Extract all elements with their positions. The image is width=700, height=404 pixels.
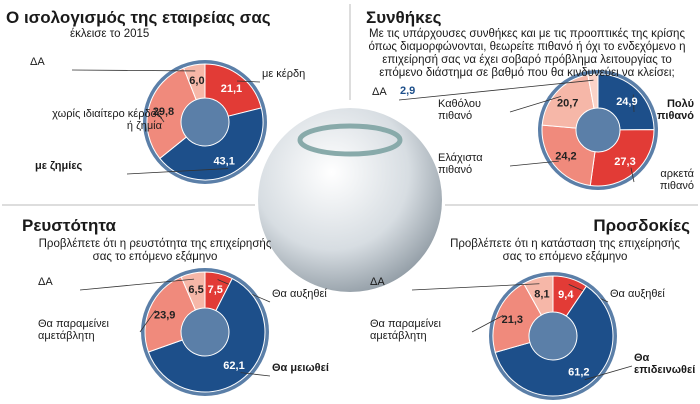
chart-subtitle: Προβλέπετε ότι η ρευστότητα της επιχείρη… bbox=[38, 238, 272, 263]
donut-slice bbox=[589, 129, 655, 187]
chart-title: Συνθήκες bbox=[366, 8, 442, 27]
globe-ring bbox=[297, 123, 403, 157]
donut-slice bbox=[204, 63, 262, 117]
leader-line bbox=[154, 108, 165, 123]
legend-label: Πολύ πιθανό bbox=[656, 98, 694, 122]
chart-subtitle: Με τις υπάρχουσες συνθήκες και με τις πρ… bbox=[368, 28, 686, 79]
donut-slice bbox=[180, 271, 206, 311]
legend-label: ΔΑ bbox=[372, 86, 387, 98]
value-label: 21,3 bbox=[502, 314, 523, 326]
value-label: 29,8 bbox=[153, 106, 174, 118]
leader-line bbox=[632, 94, 635, 113]
value-label: 6,5 bbox=[188, 284, 203, 296]
donut-slice bbox=[587, 73, 599, 109]
legend-label: Θα μειωθεί bbox=[272, 362, 329, 374]
chart-title: Ρευστότητα bbox=[22, 216, 116, 235]
leader-line bbox=[509, 160, 559, 167]
leader-line bbox=[139, 310, 156, 333]
chart-subtitle: έκλεισε το 2015 bbox=[70, 28, 150, 40]
leader-line bbox=[126, 168, 229, 175]
donut-slice bbox=[494, 285, 614, 397]
donut-slice bbox=[541, 124, 596, 187]
value-label: 6,0 bbox=[189, 75, 204, 87]
legend-label: Θα παραμείνει αμετάβλητη bbox=[38, 318, 109, 342]
donut-slice bbox=[597, 73, 655, 131]
value-label: 21,1 bbox=[221, 83, 242, 95]
legend-label: Θα αυξηθεί bbox=[272, 288, 327, 300]
value-label: 24,9 bbox=[616, 96, 637, 108]
value-label: 7,5 bbox=[208, 284, 223, 296]
leader-line bbox=[240, 372, 271, 377]
chart-subtitle: Προβλέπετε ότι η κατάσταση της επιχείρησ… bbox=[450, 238, 680, 263]
value-label: 61,2 bbox=[568, 367, 589, 379]
donut-slice bbox=[144, 276, 197, 353]
leader-line bbox=[630, 167, 635, 183]
legend-label: ΔΑ bbox=[38, 276, 53, 288]
leader-line bbox=[79, 278, 195, 291]
chart-title: Προσδοκίες bbox=[593, 216, 690, 235]
leader-line bbox=[471, 314, 504, 333]
chart-title: Ο ισολογισμός της εταιρείας σας bbox=[6, 8, 271, 27]
value-label: 27,3 bbox=[614, 156, 635, 168]
value-label: 62,1 bbox=[223, 360, 244, 372]
legend-label: Θα επιδεινωθεί bbox=[634, 352, 696, 376]
leader-line bbox=[509, 95, 562, 113]
legend-label: Θα αυξηθεί bbox=[610, 288, 665, 300]
legend-label: με κέρδη bbox=[262, 68, 306, 80]
leader-line bbox=[584, 365, 633, 381]
value-label: 2,9 bbox=[400, 85, 415, 97]
legend-label: αρκετά πιθανό bbox=[659, 168, 694, 192]
value-label: 43,1 bbox=[213, 155, 234, 167]
donut-slice bbox=[183, 63, 206, 101]
donut-slice bbox=[523, 275, 554, 316]
leader-line bbox=[71, 69, 196, 72]
legend-label: Καθόλου πιθανό bbox=[438, 98, 482, 122]
value-label: 9,4 bbox=[558, 289, 574, 301]
legend-label: με ζημίες bbox=[35, 160, 83, 172]
value-label: 8,1 bbox=[534, 288, 549, 300]
value-label: 24,2 bbox=[555, 151, 576, 163]
donut-slice bbox=[147, 277, 266, 393]
legend-label: ΔΑ bbox=[30, 56, 45, 68]
globe bbox=[258, 108, 442, 292]
donut-slice bbox=[492, 282, 542, 353]
leader-line bbox=[411, 283, 540, 291]
value-label: 23,9 bbox=[154, 309, 175, 321]
legend-label: χωρίς ιδιαίτερο κέρδος ή ζημία bbox=[52, 108, 162, 132]
leader-line bbox=[398, 79, 594, 101]
legend-label: Θα παραμείνει αμετάβλητη bbox=[370, 318, 441, 342]
value-label: 20,7 bbox=[557, 97, 578, 109]
legend-label: ΔΑ bbox=[370, 276, 385, 288]
legend-label: Ελάχιστα πιθανό bbox=[438, 152, 483, 176]
leader-line bbox=[236, 80, 261, 83]
donut-slice bbox=[159, 107, 264, 181]
